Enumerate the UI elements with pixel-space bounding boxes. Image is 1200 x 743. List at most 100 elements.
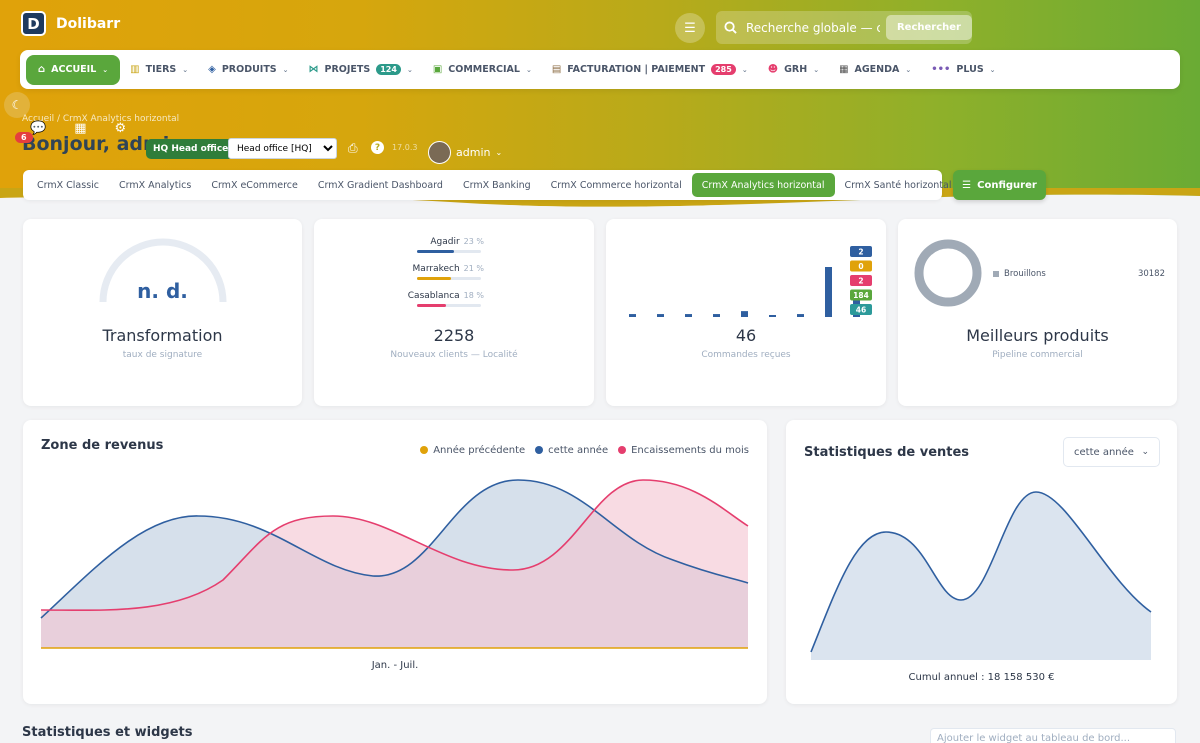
donut-chart — [914, 239, 982, 307]
order-bar — [657, 314, 664, 317]
locality-bar — [417, 304, 481, 307]
nav-item-commercial[interactable]: ▣ COMMERCIAL ⌄ — [423, 55, 542, 85]
tab-crmx-ecommerce[interactable]: CrmX eCommerce — [211, 179, 298, 191]
sales-stats-card: Statistiques de ventes cette année ⌄ Cum… — [786, 420, 1177, 704]
sales-footer: Cumul annuel : 18 158 530 € — [908, 672, 1055, 683]
chevron-down-icon: ⌄ — [741, 65, 748, 74]
help-icon[interactable]: ? — [371, 141, 384, 154]
order-bar — [741, 311, 748, 317]
order-status-badge — [850, 304, 872, 315]
x-axis-label: Jan. - Juil. — [371, 660, 419, 671]
locality-name: Casablanca — [407, 291, 460, 301]
nav-item-grh[interactable]: ☻ GRH ⌄ — [758, 55, 829, 85]
page-title: Bonjour, admin — [22, 133, 183, 155]
kpi-title: 46 — [735, 326, 757, 345]
order-status-badge — [850, 246, 872, 257]
chat-icon[interactable]: 💬 — [30, 121, 47, 136]
breadcrumb: Accueil / CrmX Analytics horizontal — [22, 114, 180, 124]
series-receipts-area — [41, 480, 748, 648]
chart-title: Statistiques de ventes — [804, 445, 970, 460]
revenue-chart-card: Zone de revenus Année précédente cette an… — [23, 420, 767, 704]
locality-bar-fill — [417, 277, 451, 280]
menu-toggle-button[interactable]: ☰ — [675, 13, 705, 43]
order-status-badge — [850, 260, 872, 272]
order-status-badge — [850, 289, 872, 301]
legend-label: cette année — [548, 444, 609, 456]
nav-label: AGENDA — [854, 64, 900, 75]
legend-item[interactable]: Encaissements du mois — [618, 445, 749, 456]
dolibarr-logo: D — [21, 11, 46, 36]
locality-name: Marrakech — [412, 264, 460, 274]
order-bar — [825, 267, 832, 317]
search-input[interactable] — [745, 20, 880, 35]
locality-name: Agadir — [430, 237, 460, 247]
legend-label: Année précédente — [433, 444, 526, 456]
tab-crmx-analytics[interactable]: CrmX Analytics — [119, 179, 192, 191]
search-button[interactable]: Rechercher — [885, 15, 972, 40]
chevron-down-icon: ⌄ — [989, 65, 996, 74]
user-icon: ☻ — [767, 64, 779, 75]
order-bar — [629, 314, 636, 317]
chevron-down-icon: ⌄ — [282, 65, 289, 74]
chevron-down-icon: ⌄ — [406, 65, 413, 74]
brand[interactable]: D Dolibarr — [21, 11, 120, 36]
period-select[interactable]: cette année ⌄ — [1063, 437, 1160, 467]
gauge-value: n. d. — [137, 279, 188, 303]
nav-item-agenda[interactable]: ▦ AGENDA ⌄ — [829, 55, 921, 85]
tab-crmx-analytics-horizontal[interactable]: CrmX Analytics horizontal — [691, 173, 835, 197]
order-status-label: 0 — [858, 262, 863, 271]
add-widget-select[interactable]: Ajouter le widget au tableau de bord... — [930, 728, 1176, 743]
kpi-title: Meilleurs produits — [966, 326, 1109, 345]
legend-item[interactable]: Année précédente — [420, 445, 525, 456]
invoice-icon: ▤ — [551, 64, 562, 75]
locality-row: Marrakech 21 % — [384, 264, 484, 274]
series-this-year-line — [40, 479, 749, 619]
order-status-label: 2 — [858, 248, 863, 257]
locality-pct: 18 % — [463, 291, 484, 300]
app-name: Dolibarr — [56, 15, 121, 32]
print-icon[interactable]: ⎙ — [348, 141, 358, 155]
order-bar — [797, 314, 804, 317]
kpi-subtitle: Nouveaux clients — Localité — [390, 350, 518, 360]
legend-dot — [535, 446, 544, 454]
chevron-down-icon: ⌄ — [525, 65, 532, 74]
home-icon: ⌂ — [38, 64, 46, 75]
order-status-label: 184 — [853, 291, 869, 300]
kpi-transformation-card: n. d. Transformation taux de signature — [23, 219, 302, 406]
dark-mode-toggle[interactable]: ☾ — [4, 92, 30, 118]
order-status-label: 2 — [858, 277, 863, 286]
nav-label: GRH — [784, 64, 808, 75]
project-icon: ⋈ — [308, 64, 319, 75]
user-menu[interactable]: admin ⌄ — [428, 141, 502, 164]
chevron-down-icon: ⌄ — [813, 65, 820, 74]
nav-item-projets[interactable]: ⋈ PROJETS 124 ⌄ — [299, 55, 423, 85]
tab-crmx-banking[interactable]: CrmX Banking — [462, 179, 531, 191]
sales-area-chart — [810, 491, 1152, 660]
nav-item-plus[interactable]: ••• PLUS ⌄ — [921, 55, 1005, 85]
orders-bar-chart: 2 0 2 184 46 — [629, 246, 872, 317]
nav-label: ACCUEIL — [51, 64, 97, 75]
chevron-down-icon: ⌄ — [1141, 447, 1149, 457]
calendar-icon[interactable]: ▦ — [74, 121, 87, 136]
gear-icon[interactable]: ⚙ — [114, 121, 127, 136]
nav-item-tiers[interactable]: ▥ TIERS ⌄ — [120, 55, 198, 85]
tab-crmx-gradient-dashboard[interactable]: CrmX Gradient Dashboard — [317, 179, 443, 191]
entity-select[interactable]: Head office [HQ] — [228, 138, 337, 159]
avatar — [428, 141, 451, 164]
sliders-icon: ☰ — [962, 179, 972, 191]
nav-item-facturation[interactable]: ▤ FACTURATION | PAIEMENT 285 ⌄ — [542, 55, 758, 85]
nav-item-produits[interactable]: ◈ PRODUITS ⌄ — [198, 55, 298, 85]
entity-badge[interactable]: HQ Head office — [146, 139, 236, 159]
nav-item-accueil[interactable]: ⌂ ACCUEIL ⌄ — [26, 54, 121, 85]
global-search: Rechercher — [716, 11, 972, 44]
nav-label: COMMERCIAL — [448, 64, 520, 75]
tab-crmx-commerce-horizontal[interactable]: CrmX Commerce horizontal — [550, 179, 682, 191]
legend-dot — [420, 446, 429, 454]
tab-crmx-santé-horizontal[interactable]: CrmX Santé horizontal — [844, 179, 952, 191]
nav-label: FACTURATION | PAIEMENT — [567, 64, 706, 75]
legend-item[interactable]: cette année — [535, 445, 608, 456]
locality-row: Agadir 23 % — [384, 237, 484, 247]
configure-button[interactable]: ☰ Configurer — [953, 170, 1046, 200]
tab-crmx-classic[interactable]: CrmX Classic — [37, 179, 100, 191]
notification-badge[interactable]: 6 — [15, 132, 33, 143]
